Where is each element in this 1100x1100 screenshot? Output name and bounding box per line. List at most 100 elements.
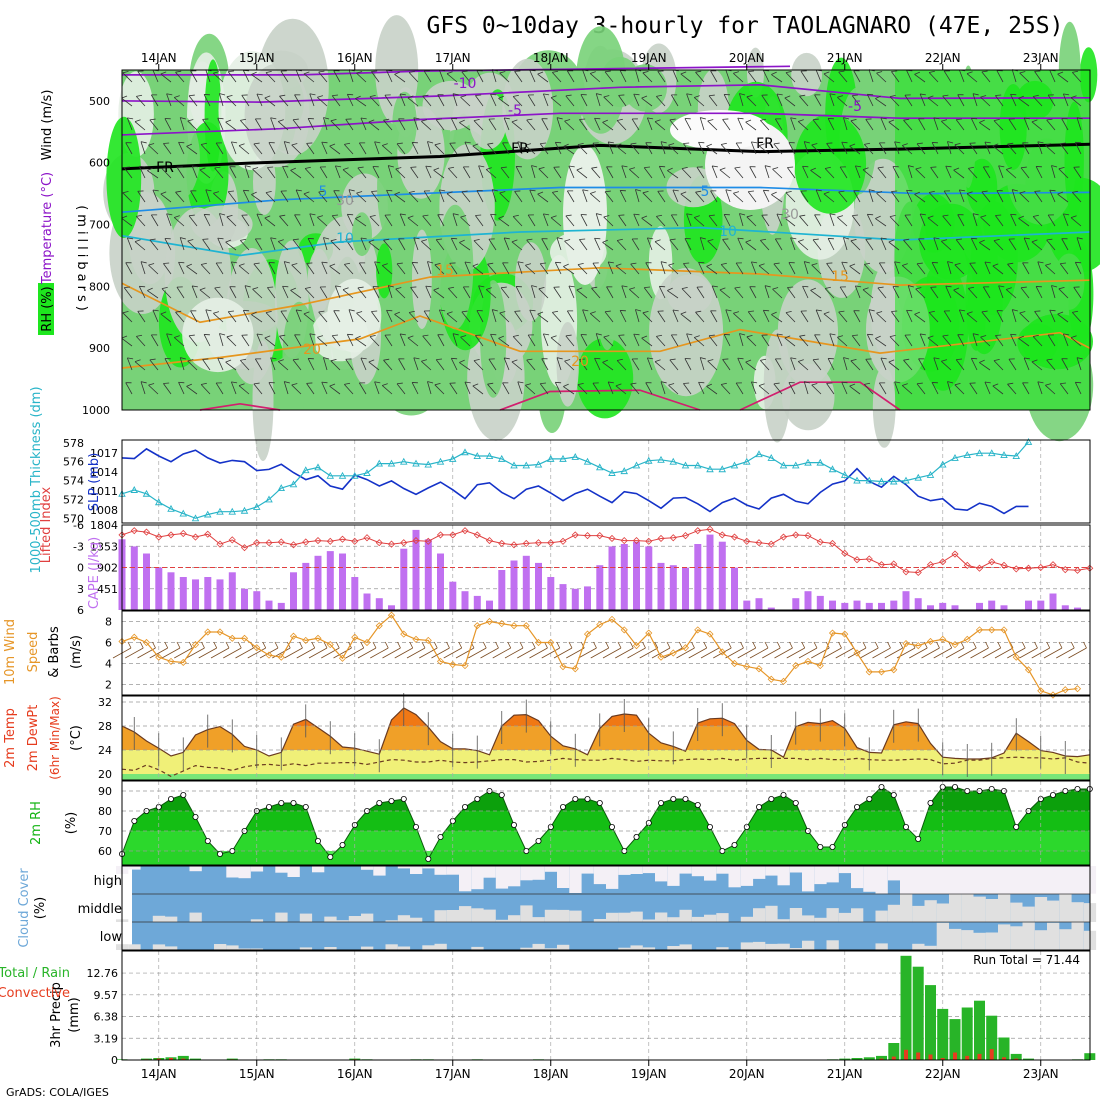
cloud-mid-block	[348, 916, 362, 922]
cloud-mid-block	[936, 903, 949, 922]
cloud-level-label: low	[100, 930, 123, 945]
wind-barb	[576, 167, 588, 179]
wind-barb	[1059, 142, 1069, 155]
conv-bar	[940, 1058, 945, 1060]
wind-barb	[696, 286, 705, 299]
wind-barb	[368, 239, 380, 251]
wind-barb	[941, 359, 952, 371]
cloud-high-block	[667, 866, 680, 886]
li-marker	[1037, 563, 1045, 572]
cloud-low-block	[642, 947, 656, 950]
rh-tick: 60	[98, 845, 112, 858]
wind-barb	[190, 310, 198, 323]
isotherm-line	[121, 112, 1090, 136]
wind-barb	[672, 309, 679, 323]
li-marker	[375, 539, 383, 547]
wind-barb	[294, 94, 302, 107]
wind-barb	[1058, 287, 1069, 299]
cape-bar	[216, 579, 224, 610]
wind-barb	[919, 213, 926, 227]
wind-barb	[849, 263, 861, 275]
wind-barb	[374, 381, 381, 395]
wind-barb	[517, 381, 524, 395]
cloud-low-block	[961, 930, 974, 950]
wind-barb	[891, 190, 900, 203]
wind-barb	[150, 334, 159, 347]
wind-barb	[526, 118, 536, 131]
conv-bar	[181, 1058, 186, 1060]
wind-barb	[725, 309, 732, 323]
wind-barb	[993, 238, 1004, 251]
isotherm-line	[121, 142, 1091, 171]
rh-tick: 70	[98, 825, 112, 838]
rh-marker	[756, 804, 763, 811]
wind-barb	[459, 119, 471, 131]
wind-barb	[933, 237, 940, 251]
cloud-mid-block	[361, 913, 374, 922]
li-marker	[988, 558, 996, 566]
wind-marker	[253, 644, 261, 652]
wind-barb	[888, 359, 900, 371]
wind-barb	[931, 262, 939, 275]
wind-barb	[381, 143, 393, 155]
wind-barb	[824, 286, 835, 299]
li-marker	[767, 540, 775, 548]
wind-barb	[725, 189, 732, 203]
thickness-marker	[399, 457, 408, 465]
cape-bar	[596, 565, 604, 610]
top-date-label: 15JAN	[239, 51, 275, 65]
wind-marker	[216, 628, 224, 636]
thickness-marker	[522, 461, 531, 469]
wind-barb	[592, 142, 601, 155]
cloud-low-block	[740, 942, 754, 950]
wind-barb	[531, 165, 538, 179]
wind-barb	[823, 71, 835, 83]
wind-barb	[1031, 641, 1051, 659]
li-marker	[253, 539, 261, 547]
wind-barb	[227, 70, 237, 83]
cloud-mid-block	[716, 913, 729, 922]
wind-barb	[723, 214, 731, 227]
wind-barb	[580, 214, 588, 227]
wind-barb	[979, 119, 991, 131]
wind-barb	[166, 213, 173, 227]
wind-barb	[788, 382, 796, 395]
panel-frame	[121, 780, 1091, 866]
wind-barb	[933, 117, 940, 131]
cape-bar	[559, 584, 567, 610]
wind-barb	[568, 165, 575, 179]
wind-barb	[304, 286, 315, 299]
wind-barb	[166, 93, 173, 107]
wind-barb	[713, 641, 732, 659]
wind-barb	[406, 641, 426, 659]
cloud-low-block	[777, 943, 790, 950]
cape-bar	[130, 546, 138, 610]
wind-barb	[737, 641, 757, 659]
cloud-mid-block	[1071, 902, 1084, 922]
wind-marker	[167, 657, 175, 665]
cape-bar	[988, 600, 996, 610]
li-marker	[645, 537, 653, 545]
axis-title: (6hr Min/Max)	[48, 696, 62, 780]
axis-title: Cloud Cover	[17, 868, 32, 948]
wind-marker	[853, 649, 861, 657]
rh-marker	[731, 842, 738, 849]
wind-barb	[205, 309, 212, 323]
wind-barb	[355, 215, 367, 227]
rh-moist-region	[895, 70, 1090, 410]
rh-blob	[154, 113, 200, 202]
wind-marker	[485, 617, 494, 626]
wind-barb	[737, 357, 744, 371]
cloud-high-block	[630, 866, 643, 874]
cloud-low-block	[520, 947, 533, 950]
li-marker	[914, 568, 922, 577]
cloud-low-block	[1059, 929, 1072, 950]
wind-barb	[945, 165, 952, 179]
wind-barb	[707, 359, 718, 371]
wind-marker	[755, 665, 763, 673]
wind-barb	[356, 191, 367, 203]
wind-barb	[307, 118, 315, 131]
wind-barb	[901, 263, 913, 275]
wind-barb	[921, 641, 940, 659]
wind-barb	[602, 359, 614, 371]
